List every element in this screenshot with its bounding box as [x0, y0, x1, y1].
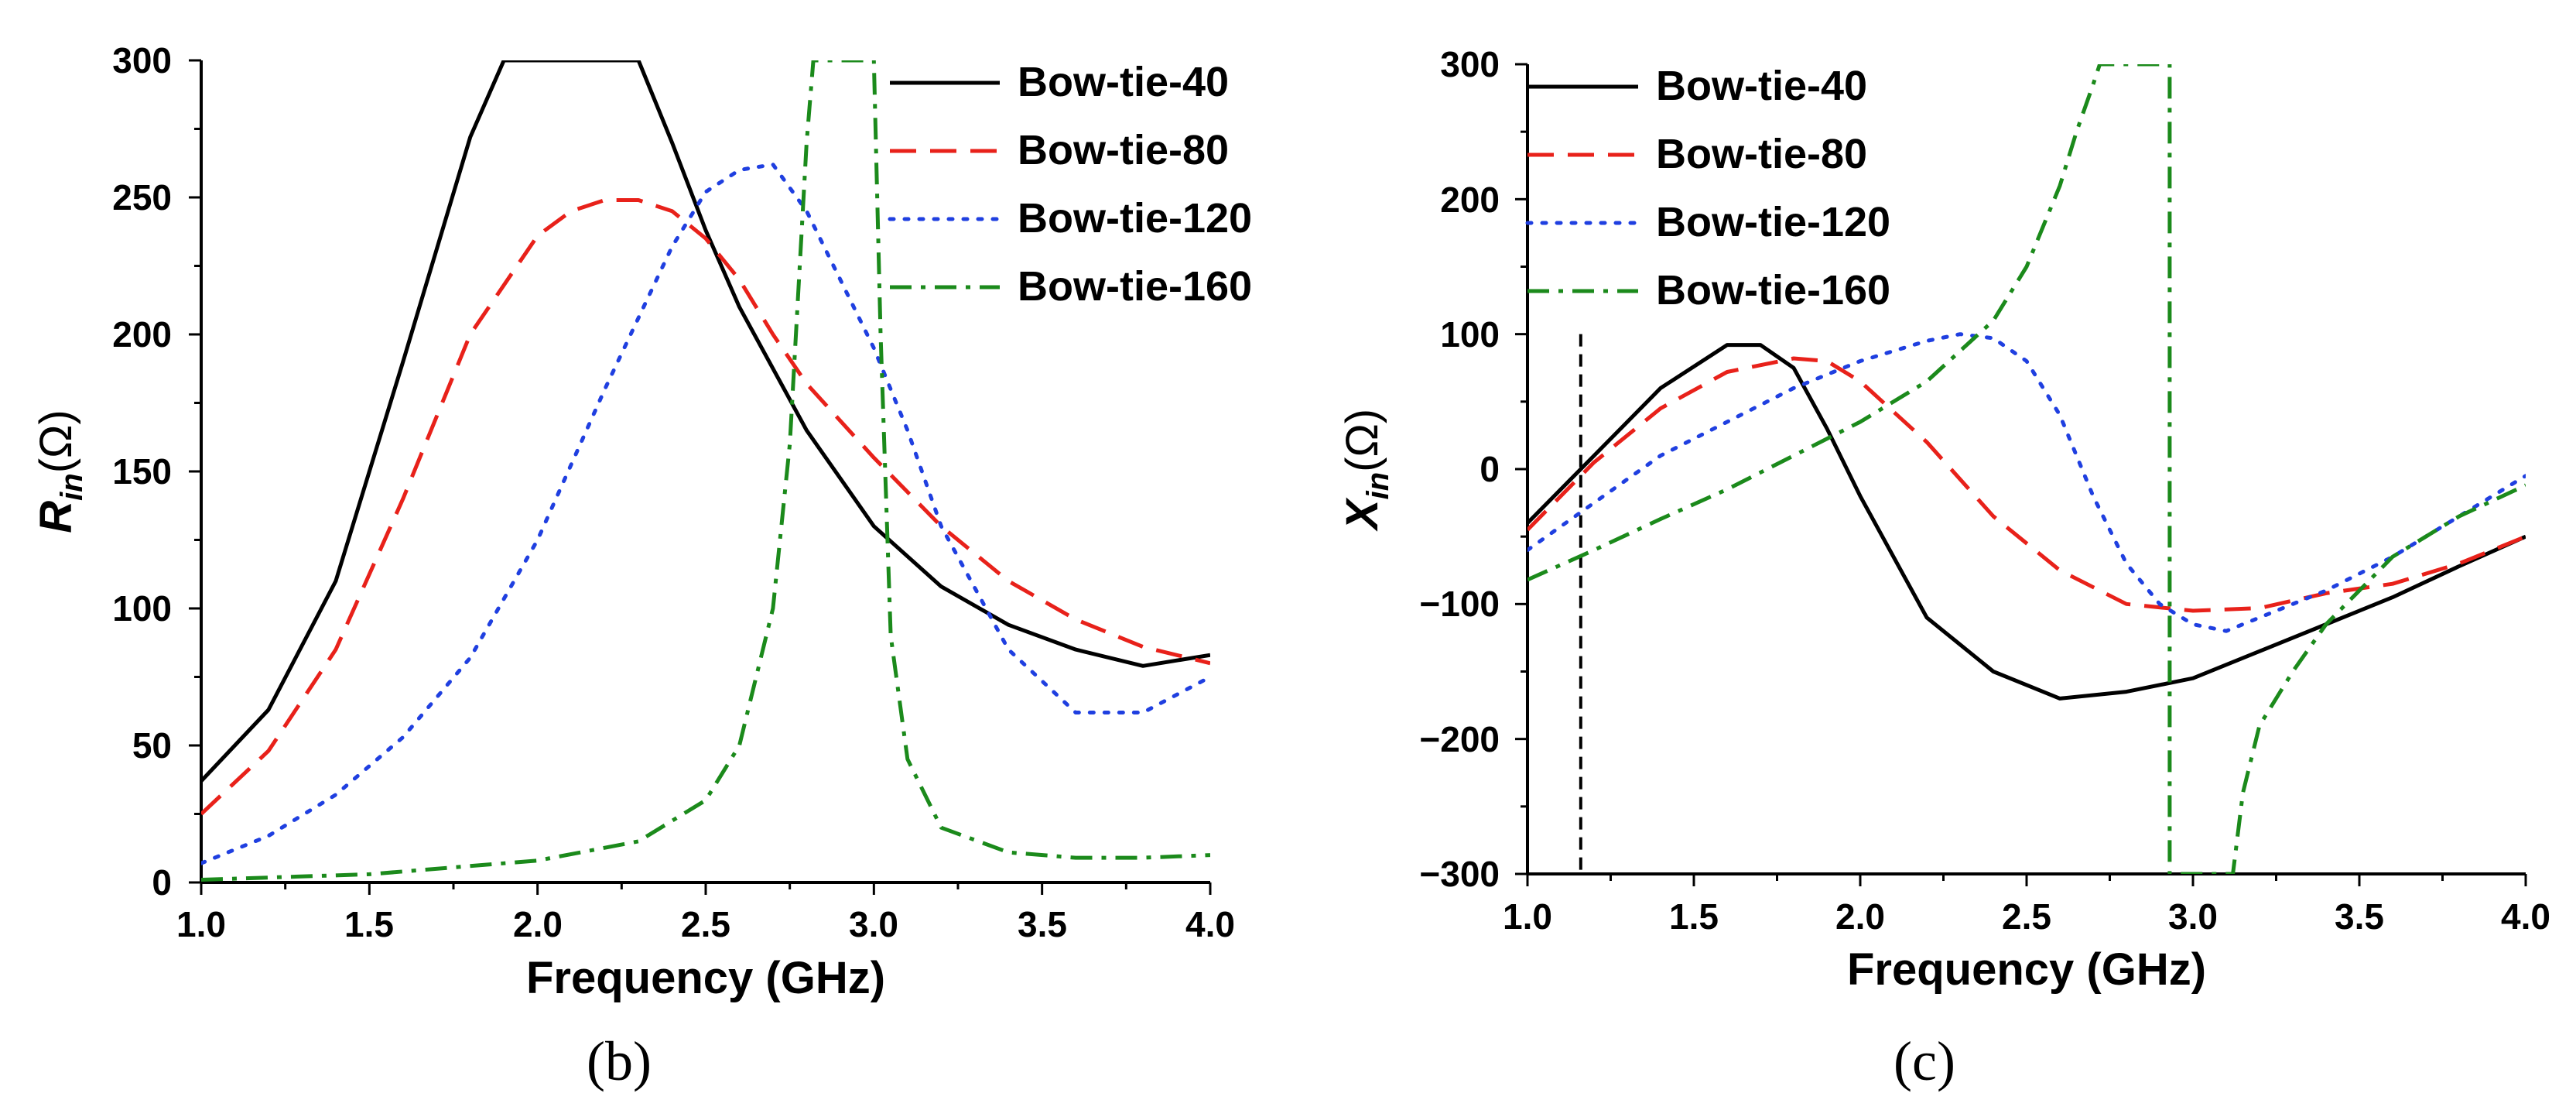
y-tick-label: 200: [1440, 180, 1500, 220]
series-group: [201, 60, 1210, 882]
series-line-bow-tie-80: [201, 198, 1210, 816]
panel-b-x-axis-title: Frequency (GHz): [526, 953, 885, 1003]
y-tick-label: 0: [152, 862, 172, 903]
series-line-bow-tie-120: [201, 163, 1210, 865]
x-tick-label: 2.0: [1835, 896, 1885, 937]
legend-label-bow-tie-160: Bow-tie-160: [1656, 267, 1890, 314]
panel-b-x-ticks: 1.0 1.5 2.0 2.5 3.0 3.5 4.0: [176, 904, 1235, 944]
panel-b-y-axis-subscript: in: [55, 473, 89, 501]
x-tick-label: 3.0: [849, 904, 898, 944]
panel-b-y-axis-title: Rin(Ω): [31, 409, 89, 533]
panel-b-y-axis-symbol: R: [31, 501, 81, 533]
y-tick-label: 300: [112, 40, 172, 81]
panel-b-caption: (b): [587, 1030, 652, 1092]
legend-label-bow-tie-160: Bow-tie-160: [1018, 263, 1252, 310]
series-line-bow-tie-160: [201, 60, 1210, 882]
panel-c-y-ticks: −300 −200 −100 0 100 200 300: [1419, 44, 1500, 894]
y-tick-label: 250: [112, 177, 172, 218]
legend-label-bow-tie-80: Bow-tie-80: [1018, 127, 1229, 173]
panel-c-xin-chart: (c) Frequency (GHz) Xin(Ω) 1.0 1.5 2.0 2…: [1337, 44, 2550, 1092]
x-tick-label: 1.5: [344, 904, 394, 944]
y-tick-label: −100: [1419, 584, 1500, 624]
legend-label-bow-tie-40: Bow-tie-40: [1018, 59, 1229, 105]
legend-label-bow-tie-120: Bow-tie-120: [1656, 199, 1890, 245]
y-tick-label: 100: [1440, 314, 1500, 355]
panel-c-x-ticks: 1.0 1.5 2.0 2.5 3.0 3.5 4.0: [1503, 896, 2550, 937]
x-tick-label: 2.5: [681, 904, 730, 944]
y-tick-label: 300: [1440, 44, 1500, 84]
x-tick-label: 2.5: [2002, 896, 2051, 937]
series-line-bow-tie-80: [1527, 356, 2526, 613]
y-tick-label: 50: [132, 725, 172, 766]
y-tick-label: −300: [1419, 854, 1500, 894]
panel-b-y-ticks: 0 50 100 150 200 250 300: [112, 40, 172, 903]
y-tick-label: 150: [112, 451, 172, 492]
series-line-bow-tie-160: [1527, 64, 2526, 874]
y-tick-label: −200: [1419, 719, 1500, 759]
x-tick-label: 3.5: [2335, 896, 2384, 937]
panel-c-x-axis-title: Frequency (GHz): [1847, 944, 2206, 995]
legend-label-bow-tie-40: Bow-tie-40: [1656, 63, 1867, 109]
x-tick-label: 1.0: [176, 904, 226, 944]
panel-c-y-axis-title: Xin(Ω): [1337, 409, 1395, 532]
panel-c-y-axis-symbol: X: [1337, 497, 1387, 532]
x-tick-label: 3.5: [1018, 904, 1067, 944]
series-group: [1527, 64, 2526, 874]
y-tick-label: 200: [112, 314, 172, 355]
panel-c-y-axis-subscript: in: [1361, 472, 1395, 500]
panel-b-rin-chart: (b) Frequency (GHz) Rin(Ω) 1.0 1.5 2.0 2…: [31, 40, 1252, 1092]
x-tick-label: 2.0: [513, 904, 563, 944]
panel-c-y-axis-unit: (Ω): [1337, 409, 1387, 472]
panel-b-y-axis-unit: (Ω): [31, 409, 81, 473]
x-tick-label: 3.0: [2168, 896, 2218, 937]
series-line-bow-tie-40: [201, 60, 1210, 783]
legend-label-bow-tie-80: Bow-tie-80: [1656, 131, 1867, 177]
y-tick-label: 100: [112, 588, 172, 629]
panel-b-legend: Bow-tie-40 Bow-tie-80 Bow-tie-120 Bow-ti…: [1018, 59, 1252, 310]
x-tick-label: 1.5: [1669, 896, 1719, 937]
x-tick-label: 4.0: [2501, 896, 2550, 937]
legend-label-bow-tie-120: Bow-tie-120: [1018, 195, 1252, 242]
x-tick-label: 4.0: [1185, 904, 1235, 944]
x-tick-label: 1.0: [1503, 896, 1552, 937]
series-line-bow-tie-40: [1527, 343, 2526, 701]
y-tick-label: 0: [1480, 449, 1500, 489]
panel-c-legend: Bow-tie-40 Bow-tie-80 Bow-tie-120 Bow-ti…: [1656, 63, 1890, 314]
panel-c-caption: (c): [1894, 1030, 1955, 1092]
